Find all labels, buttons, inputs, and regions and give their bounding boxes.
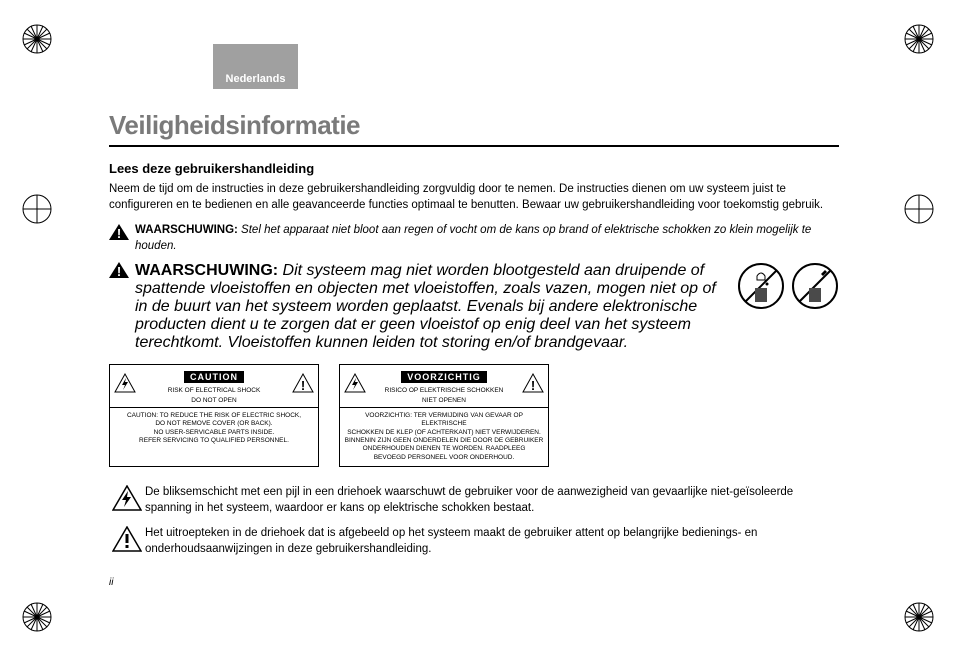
svg-text:!: ! — [301, 378, 305, 393]
svg-text:!: ! — [531, 378, 535, 393]
warning-label: WAARSCHUWING: — [135, 262, 278, 279]
intro-paragraph: Neem de tijd om de instructies in deze g… — [109, 182, 839, 213]
svg-text:!: ! — [117, 264, 121, 278]
caution-line2: NIET OPENEN — [366, 397, 522, 405]
registration-mark — [904, 602, 934, 632]
warning-label: WAARSCHUWING: — [135, 224, 238, 236]
caution-bar: CAUTION — [184, 371, 244, 383]
caution-box-en: CAUTION RISK OF ELECTRICAL SHOCK DO NOT OP… — [109, 364, 319, 467]
symbol-2-text: Het uitroepteken in de driehoek dat is a… — [145, 526, 839, 557]
shock-triangle-icon — [109, 485, 145, 511]
caution-bar: VOORZICHTIG — [401, 371, 487, 383]
caution-line2: DO NOT OPEN — [136, 397, 292, 405]
caution-bottom: VOORZICHTIG: TER VERMIJDING VAN GEVAAR O… — [340, 408, 548, 467]
exclaim-triangle-icon — [109, 526, 145, 552]
title-rule — [109, 145, 839, 147]
exclaim-triangle-icon: ! — [292, 373, 314, 398]
svg-text:!: ! — [117, 226, 121, 240]
registration-mark — [904, 24, 934, 54]
warning-triangle-icon: ! — [109, 224, 129, 245]
registration-mark — [22, 194, 52, 224]
symbol-1-text: De bliksemschicht met een pijl in een dr… — [145, 485, 839, 516]
caution-line1: RISK OF ELECTRICAL SHOCK — [136, 387, 292, 395]
subtitle: Lees deze gebruikershandleiding — [109, 161, 839, 176]
shock-triangle-icon — [344, 373, 366, 398]
page-title: Veiligheidsinformatie — [109, 110, 839, 141]
warning-triangle-icon: ! — [109, 262, 129, 283]
warning-2: ! WAARSCHUWING: Dit systeem mag niet wor… — [109, 262, 839, 352]
page-number: ii — [109, 577, 839, 588]
caution-boxes: CAUTION RISK OF ELECTRICAL SHOCK DO NOT OP… — [109, 364, 839, 467]
no-drip-icon — [737, 262, 785, 315]
caution-line1: RISICO OP ELEKTRISCHE SCHOKKEN — [366, 387, 522, 395]
caution-bottom: CAUTION: TO REDUCE THE RISK OF ELECTRIC … — [110, 408, 318, 450]
exclaim-triangle-icon: ! — [522, 373, 544, 398]
warning-1: ! WAARSCHUWING: Stel het apparaat niet b… — [109, 223, 839, 254]
no-vase-icon — [791, 262, 839, 315]
caution-box-nl: VOORZICHTIG RISICO OP ELEKTRISCHE SCHOKKE… — [339, 364, 549, 467]
symbol-explain-2: Het uitroepteken in de driehoek dat is a… — [109, 526, 839, 557]
symbol-explain-1: De bliksemschicht met een pijl in een dr… — [109, 485, 839, 516]
page-content: Veiligheidsinformatie Lees deze gebruike… — [109, 24, 839, 588]
registration-mark — [22, 602, 52, 632]
registration-mark — [22, 24, 52, 54]
shock-triangle-icon — [114, 373, 136, 398]
registration-mark — [904, 194, 934, 224]
